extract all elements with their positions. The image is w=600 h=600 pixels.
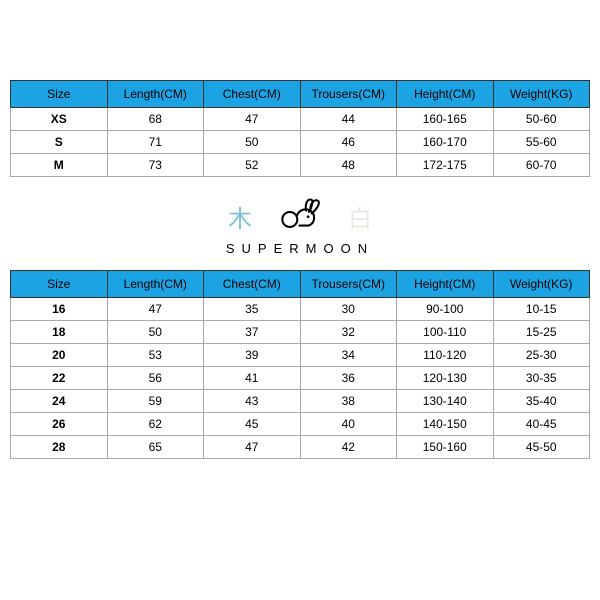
col-trousers: Trousers(CM) bbox=[300, 271, 397, 298]
kids-size-table: Size Length(CM) Chest(CM) Trousers(CM) H… bbox=[10, 270, 590, 459]
cell-value: 40 bbox=[300, 413, 397, 436]
left-glyph: 木 bbox=[228, 199, 252, 234]
col-size: Size bbox=[11, 81, 108, 108]
col-length: Length(CM) bbox=[107, 271, 204, 298]
cell-value: 39 bbox=[204, 344, 301, 367]
col-chest: Chest(CM) bbox=[204, 81, 301, 108]
table-row: 22564136120-13030-35 bbox=[11, 367, 590, 390]
cell-size: 16 bbox=[11, 298, 108, 321]
cell-value: 45 bbox=[204, 413, 301, 436]
col-chest: Chest(CM) bbox=[204, 271, 301, 298]
cell-size: M bbox=[11, 154, 108, 177]
cell-value: 62 bbox=[107, 413, 204, 436]
cell-value: 53 bbox=[107, 344, 204, 367]
cell-value: 150-160 bbox=[397, 436, 494, 459]
table-row: S715046160-17055-60 bbox=[11, 131, 590, 154]
cell-size: S bbox=[11, 131, 108, 154]
table-header-row: Size Length(CM) Chest(CM) Trousers(CM) H… bbox=[11, 81, 590, 108]
adult-size-table: Size Length(CM) Chest(CM) Trousers(CM) H… bbox=[10, 80, 590, 177]
table-row: 18503732100-11015-25 bbox=[11, 321, 590, 344]
adult-size-tbody: XS684744160-16550-60S715046160-17055-60M… bbox=[11, 108, 590, 177]
cell-value: 71 bbox=[107, 131, 204, 154]
cell-value: 50 bbox=[204, 131, 301, 154]
table-row: 1647353090-10010-15 bbox=[11, 298, 590, 321]
cell-value: 30 bbox=[300, 298, 397, 321]
col-trousers: Trousers(CM) bbox=[300, 81, 397, 108]
cell-value: 48 bbox=[300, 154, 397, 177]
col-height: Height(CM) bbox=[397, 81, 494, 108]
cell-value: 34 bbox=[300, 344, 397, 367]
cell-value: 90-100 bbox=[397, 298, 494, 321]
table-row: 24594338130-14035-40 bbox=[11, 390, 590, 413]
cell-value: 160-170 bbox=[397, 131, 494, 154]
size-chart-page: Size Length(CM) Chest(CM) Trousers(CM) H… bbox=[0, 0, 600, 600]
kids-size-tbody: 1647353090-10010-1518503732100-11015-252… bbox=[11, 298, 590, 459]
cell-value: 172-175 bbox=[397, 154, 494, 177]
rabbit-icon bbox=[276, 197, 324, 236]
cell-value: 47 bbox=[107, 298, 204, 321]
cell-value: 130-140 bbox=[397, 390, 494, 413]
cell-size: 18 bbox=[11, 321, 108, 344]
cell-value: 40-45 bbox=[493, 413, 590, 436]
cell-size: XS bbox=[11, 108, 108, 131]
cell-value: 45-50 bbox=[493, 436, 590, 459]
cell-value: 56 bbox=[107, 367, 204, 390]
cell-value: 110-120 bbox=[397, 344, 494, 367]
cell-size: 20 bbox=[11, 344, 108, 367]
cell-value: 46 bbox=[300, 131, 397, 154]
cell-value: 100-110 bbox=[397, 321, 494, 344]
cell-value: 68 bbox=[107, 108, 204, 131]
table-header-row: Size Length(CM) Chest(CM) Trousers(CM) H… bbox=[11, 271, 590, 298]
cell-value: 59 bbox=[107, 390, 204, 413]
col-weight: Weight(KG) bbox=[493, 271, 590, 298]
cell-value: 60-70 bbox=[493, 154, 590, 177]
cell-value: 140-150 bbox=[397, 413, 494, 436]
cell-size: 24 bbox=[11, 390, 108, 413]
cell-value: 36 bbox=[300, 367, 397, 390]
cell-value: 55-60 bbox=[493, 131, 590, 154]
cell-value: 25-30 bbox=[493, 344, 590, 367]
table-row: 28654742150-16045-50 bbox=[11, 436, 590, 459]
brand-name: SUPERMOON bbox=[0, 241, 600, 256]
cell-value: 44 bbox=[300, 108, 397, 131]
cell-value: 160-165 bbox=[397, 108, 494, 131]
cell-size: 22 bbox=[11, 367, 108, 390]
table-row: M735248172-17560-70 bbox=[11, 154, 590, 177]
cell-value: 50-60 bbox=[493, 108, 590, 131]
col-weight: Weight(KG) bbox=[493, 81, 590, 108]
table-row: 20533934110-12025-30 bbox=[11, 344, 590, 367]
table-row: 26624540140-15040-45 bbox=[11, 413, 590, 436]
cell-value: 50 bbox=[107, 321, 204, 344]
cell-value: 35 bbox=[204, 298, 301, 321]
cell-value: 37 bbox=[204, 321, 301, 344]
col-height: Height(CM) bbox=[397, 271, 494, 298]
cell-value: 52 bbox=[204, 154, 301, 177]
cell-size: 28 bbox=[11, 436, 108, 459]
cell-value: 73 bbox=[107, 154, 204, 177]
cell-value: 65 bbox=[107, 436, 204, 459]
cell-value: 35-40 bbox=[493, 390, 590, 413]
cell-value: 47 bbox=[204, 436, 301, 459]
col-length: Length(CM) bbox=[107, 81, 204, 108]
cell-value: 43 bbox=[204, 390, 301, 413]
cell-size: 26 bbox=[11, 413, 108, 436]
cell-value: 38 bbox=[300, 390, 397, 413]
logo-glyph-row: 木 白 bbox=[0, 195, 600, 237]
cell-value: 42 bbox=[300, 436, 397, 459]
table-row: XS684744160-16550-60 bbox=[11, 108, 590, 131]
cell-value: 120-130 bbox=[397, 367, 494, 390]
cell-value: 47 bbox=[204, 108, 301, 131]
cell-value: 15-25 bbox=[493, 321, 590, 344]
right-glyph: 白 bbox=[348, 199, 372, 234]
cell-value: 41 bbox=[204, 367, 301, 390]
col-size: Size bbox=[11, 271, 108, 298]
cell-value: 10-15 bbox=[493, 298, 590, 321]
cell-value: 32 bbox=[300, 321, 397, 344]
brand-logo-block: 木 白 SUPERMOON bbox=[0, 195, 600, 256]
cell-value: 30-35 bbox=[493, 367, 590, 390]
